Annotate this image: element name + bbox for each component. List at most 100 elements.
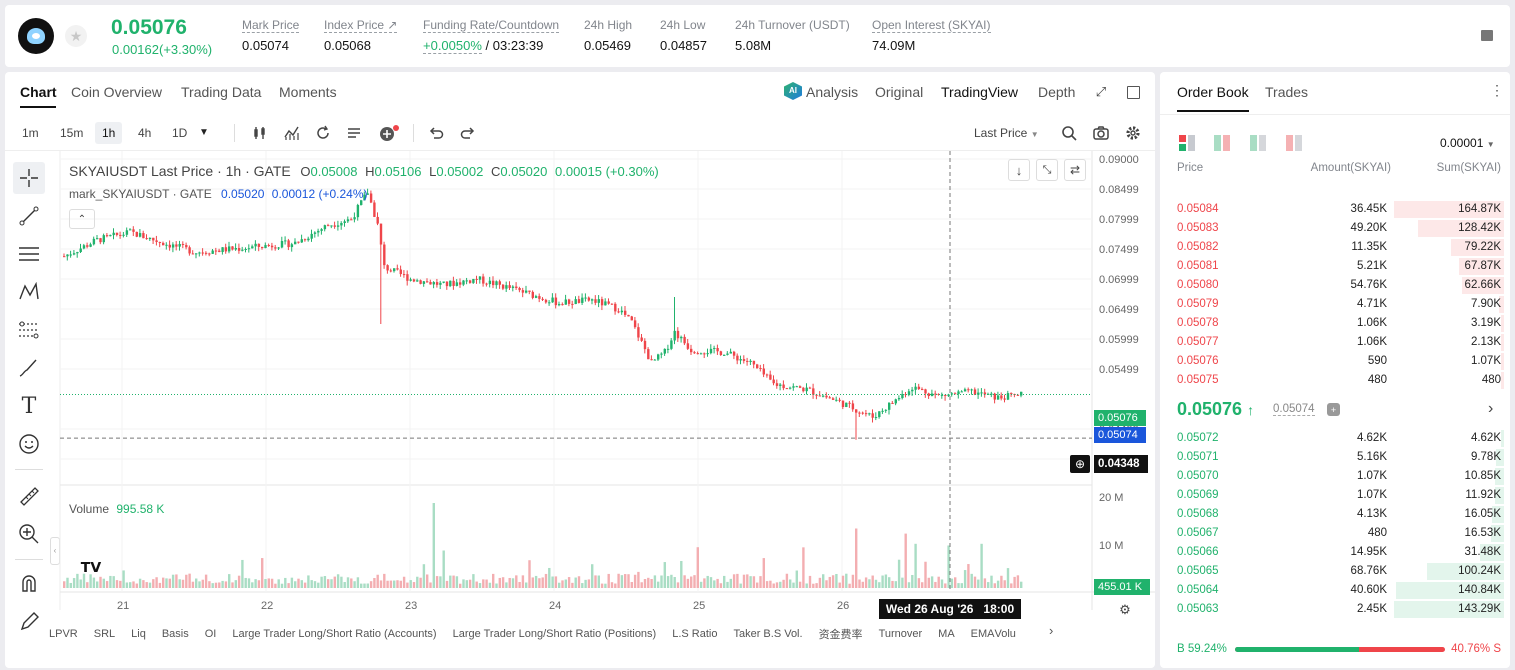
- tab-order-book[interactable]: Order Book: [1177, 84, 1249, 100]
- tf-1d[interactable]: 1D: [172, 126, 188, 140]
- indicator-tab[interactable]: SRL: [93, 628, 116, 640]
- add-indicator-icon[interactable]: [379, 124, 401, 142]
- view-bids-icon[interactable]: [1250, 135, 1266, 151]
- indicator-tab[interactable]: OI: [204, 628, 217, 640]
- ask-row[interactable]: 0.05079 4.71K 7.90K: [1160, 295, 1510, 314]
- indicator-tab[interactable]: Basis: [161, 628, 189, 640]
- indicator-tab[interactable]: Volu: [994, 628, 1016, 640]
- bid-sum: 143.29K: [1458, 603, 1501, 615]
- tab-trades[interactable]: Trades: [1265, 84, 1309, 100]
- tf-4h[interactable]: 4h: [138, 126, 152, 140]
- favorite-star-icon[interactable]: ★: [65, 25, 87, 47]
- ask-row[interactable]: 0.05083 49.20K 128.42K: [1160, 219, 1510, 238]
- analysis-button[interactable]: Analysis: [806, 84, 859, 100]
- ask-row[interactable]: 0.05081 5.21K 67.87K: [1160, 257, 1510, 276]
- horizontal-lines-tool[interactable]: [13, 238, 45, 270]
- ruler-tool[interactable]: [13, 480, 45, 512]
- price-chart[interactable]: 0.09000 0.08499 0.07999 0.07499 0.06999 0.064…: [5, 151, 1155, 668]
- bid-row[interactable]: 0.05068 4.13K 16.05K: [1160, 505, 1510, 524]
- crosshair-tool[interactable]: [13, 162, 45, 194]
- zoom-in-tool[interactable]: [13, 518, 45, 550]
- collapse-pane-icon[interactable]: ⤡: [1036, 159, 1058, 181]
- precision-select[interactable]: 0.00001 ▼: [1440, 136, 1495, 150]
- depth-view-button[interactable]: Depth: [1038, 84, 1076, 100]
- search-icon[interactable]: [1061, 125, 1077, 141]
- ask-sum: 3.19K: [1470, 317, 1501, 329]
- templates-icon[interactable]: [346, 125, 362, 141]
- indicator-tab[interactable]: EMA: [970, 628, 995, 640]
- more-menu-icon[interactable]: ⋮: [1490, 82, 1504, 98]
- indicator-tab[interactable]: Taker B.S Vol.: [733, 628, 803, 640]
- indicators-icon[interactable]: [284, 125, 300, 141]
- tf-1h[interactable]: 1h: [95, 122, 123, 144]
- ask-row[interactable]: 0.05076 590 1.07K: [1160, 352, 1510, 371]
- fib-tool[interactable]: [13, 314, 45, 346]
- candlestick-type-icon[interactable]: [252, 125, 268, 141]
- bid-row[interactable]: 0.05070 1.07K 10.85K: [1160, 467, 1510, 486]
- price-tick: 0.06499: [1099, 304, 1139, 316]
- tf-1m[interactable]: 1m: [22, 126, 39, 140]
- bid-row[interactable]: 0.05067 480 16.53K: [1160, 524, 1510, 543]
- bid-row[interactable]: 0.05064 40.60K 140.84K: [1160, 581, 1510, 600]
- price-source-select[interactable]: Last Price ▼: [974, 126, 1039, 140]
- text-tool[interactable]: T: [21, 393, 37, 419]
- tf-15m[interactable]: 15m: [60, 126, 84, 140]
- indicator-tab[interactable]: Large Trader Long/Short Ratio (Accounts): [232, 628, 437, 640]
- view-both-alt-icon[interactable]: [1214, 135, 1230, 151]
- pencil-tool[interactable]: [13, 606, 45, 638]
- pattern-tool[interactable]: [13, 276, 45, 308]
- collapse-legend-button[interactable]: ⌃: [69, 209, 95, 229]
- volume-bar: [812, 583, 815, 588]
- bid-row[interactable]: 0.05063 2.45K 143.29K: [1160, 600, 1510, 619]
- arrow-down-icon[interactable]: ↓: [1008, 159, 1030, 181]
- indicator-tab[interactable]: MA: [938, 628, 955, 640]
- camera-icon[interactable]: [1093, 125, 1109, 141]
- bid-row[interactable]: 0.05071 5.16K 9.78K: [1160, 448, 1510, 467]
- volume-bar: [1020, 581, 1023, 588]
- compare-icon[interactable]: [315, 125, 331, 141]
- tab-chart[interactable]: Chart: [20, 84, 57, 100]
- view-asks-icon[interactable]: [1286, 135, 1302, 151]
- index-price-label[interactable]: Index Price ↗: [324, 18, 398, 33]
- magnet-tool[interactable]: [13, 568, 45, 600]
- tradingview-view-button[interactable]: TradingView: [941, 84, 1019, 100]
- ask-row[interactable]: 0.05084 36.45K 164.87K: [1160, 200, 1510, 219]
- expand-icon[interactable]: ⤢: [1095, 84, 1107, 99]
- redo-icon[interactable]: [460, 125, 476, 141]
- bid-row[interactable]: 0.05066 14.95K 31.48K: [1160, 543, 1510, 562]
- tab-coin-overview[interactable]: Coin Overview: [71, 84, 163, 100]
- bid-row[interactable]: 0.05072 4.62K 4.62K: [1160, 429, 1510, 448]
- time-axis-settings-icon[interactable]: ⚙: [1119, 602, 1131, 617]
- tab-moments[interactable]: Moments: [279, 84, 337, 100]
- ask-row[interactable]: 0.05077 1.06K 2.13K: [1160, 333, 1510, 352]
- indicator-tab[interactable]: Turnover: [878, 628, 923, 640]
- original-view-button[interactable]: Original: [875, 84, 924, 100]
- scroll-right-icon[interactable]: ›: [1049, 623, 1054, 638]
- indicator-tab[interactable]: Large Trader Long/Short Ratio (Positions…: [452, 628, 657, 640]
- settings-gear-icon[interactable]: [1125, 125, 1141, 141]
- emoji-tool[interactable]: [13, 428, 45, 460]
- volume-bar: [327, 579, 330, 588]
- view-both-icon[interactable]: [1179, 135, 1195, 151]
- indicator-tab[interactable]: 资金费率: [818, 629, 863, 641]
- chevron-down-icon[interactable]: ▼: [199, 127, 209, 138]
- bid-row[interactable]: 0.05069 1.07K 11.92K: [1160, 486, 1510, 505]
- ask-row[interactable]: 0.05078 1.06K 3.19K: [1160, 314, 1510, 333]
- window-icon[interactable]: [1127, 86, 1140, 99]
- indicator-tab[interactable]: Liq: [131, 628, 146, 640]
- ask-row[interactable]: 0.05075 480 480: [1160, 371, 1510, 390]
- book-icon[interactable]: [1479, 27, 1495, 43]
- brush-tool[interactable]: [13, 352, 45, 384]
- ask-row[interactable]: 0.05080 54.76K 62.66K: [1160, 276, 1510, 295]
- volume-bar: [772, 583, 775, 588]
- undo-icon[interactable]: [428, 125, 444, 141]
- add-alert-icon[interactable]: ⊕: [1070, 455, 1090, 473]
- reset-icon[interactable]: ⇄: [1064, 159, 1086, 181]
- indicator-tab[interactable]: LPVR: [49, 628, 78, 640]
- tab-trading-data[interactable]: Trading Data: [181, 84, 262, 100]
- ask-row[interactable]: 0.05082 11.35K 79.22K: [1160, 238, 1510, 257]
- trend-line-tool[interactable]: [13, 200, 45, 232]
- indicator-tab[interactable]: L.S Ratio: [672, 628, 718, 640]
- bid-row[interactable]: 0.05065 68.76K 100.24K: [1160, 562, 1510, 581]
- chevron-right-icon[interactable]: ›: [1488, 400, 1494, 417]
